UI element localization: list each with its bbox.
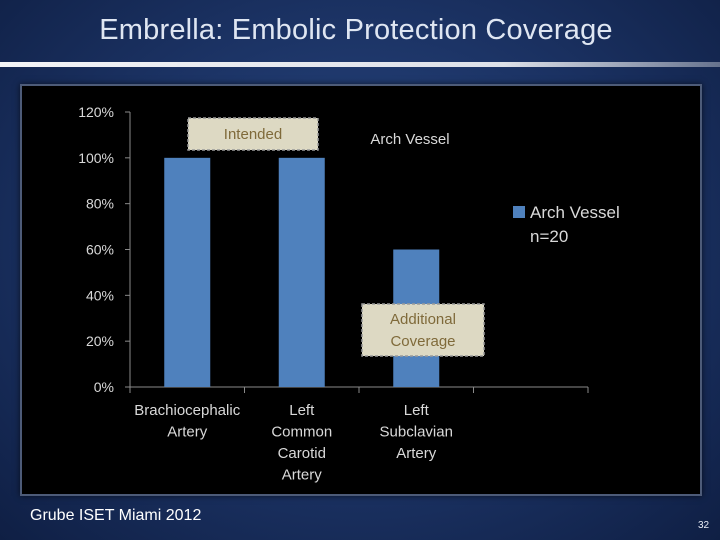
source-citation: Grube ISET Miami 2012 <box>30 507 202 524</box>
legend-label-n: n=20 <box>530 227 568 246</box>
y-tick-label: 0% <box>94 379 114 395</box>
annotation-label: Coverage <box>390 333 455 350</box>
x-category-label: Artery <box>282 467 323 484</box>
chart-panel: 0% 20% 40% 60% 80% 100% 120% Brachiocephalic Art… <box>20 84 702 496</box>
x-category-label: Carotid <box>278 445 326 462</box>
y-tick-label: 120% <box>78 104 114 120</box>
slide-title: Embrella: Embolic Protection Coverage <box>99 14 613 46</box>
y-tick-label: 80% <box>86 196 114 212</box>
y-tick-label: 40% <box>86 287 114 303</box>
x-category-label: Artery <box>167 424 208 441</box>
title-divider <box>0 62 720 67</box>
page-number: 32 <box>698 520 710 531</box>
x-category-label: Subclavian <box>380 424 453 441</box>
annotation-box <box>361 303 485 357</box>
annotation-label: Additional <box>390 311 456 328</box>
legend-swatch <box>513 206 525 218</box>
y-tick-label: 20% <box>86 333 114 349</box>
y-tick-label: 100% <box>78 150 114 166</box>
annotation-label: Intended <box>224 126 282 143</box>
bar <box>164 157 211 387</box>
y-tick-label: 60% <box>86 242 114 258</box>
legend-label: Arch Vessel <box>530 203 620 222</box>
x-category-label: Brachiocephalic <box>134 402 240 419</box>
x-category-label: Artery <box>396 445 437 462</box>
x-category-label: Common <box>271 424 332 441</box>
chart-title: Arch Vessel <box>370 131 449 148</box>
bar-chart: 0% 20% 40% 60% 80% 100% 120% Brachiocephalic Art… <box>78 104 620 484</box>
bar <box>278 157 325 387</box>
x-category-label: Left <box>289 402 315 419</box>
x-category-label: Left <box>404 402 430 419</box>
annotation-box <box>187 117 319 151</box>
